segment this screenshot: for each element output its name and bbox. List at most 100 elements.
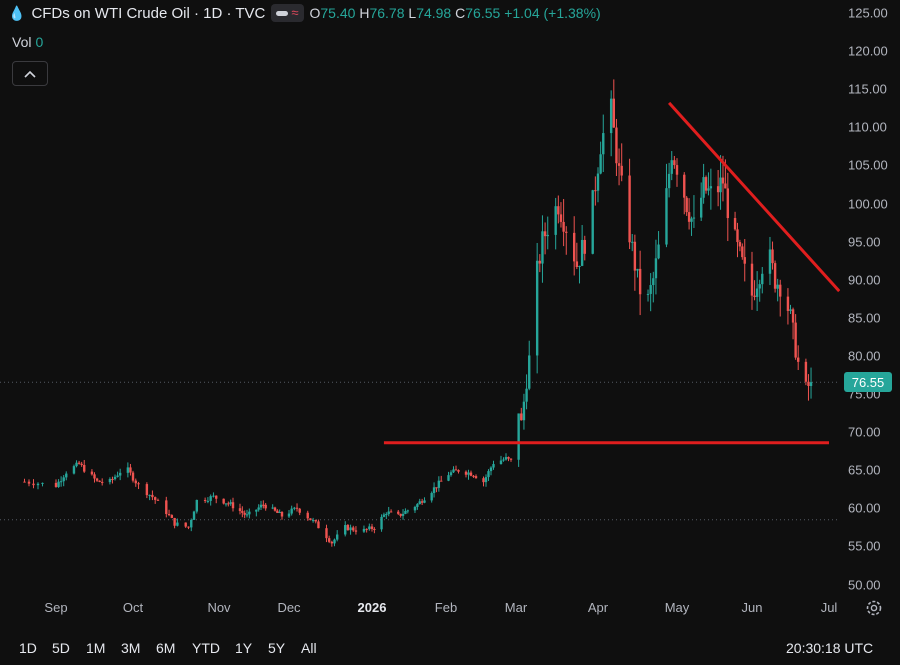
candle-body (176, 522, 179, 526)
time-tick-label: 2026 (357, 600, 387, 615)
candle-body (257, 507, 260, 510)
candle-body (344, 525, 347, 535)
candle-body (184, 522, 187, 527)
candle-body (474, 476, 478, 479)
price-tick-label: 110.00 (848, 119, 887, 135)
candle-body (776, 284, 779, 289)
resistance-trend-line (667, 101, 840, 293)
candle-body (314, 520, 317, 522)
candle-body (420, 501, 424, 503)
price-tick-label: 80.00 (848, 348, 881, 364)
candle-body (287, 513, 291, 517)
candle-body (636, 268, 639, 271)
candle-body (620, 165, 623, 176)
candle-body (32, 483, 35, 486)
candle-body (467, 472, 470, 475)
change-value: +1.04 (+1.38%) (504, 5, 601, 21)
chart-area[interactable] (0, 0, 840, 595)
market-closed-icon (276, 10, 289, 16)
candle-body (617, 163, 621, 166)
range-toolbar: 20:30:18 UTC 1D 5D 1M 3M 6M YTD 1Y 5Y All (0, 630, 900, 665)
candle-body (170, 515, 174, 518)
candle-body (259, 504, 263, 508)
candle-body (538, 260, 542, 264)
candle-body (95, 478, 99, 481)
time-tick-label: Sep (44, 600, 68, 615)
candle-body (646, 293, 650, 295)
candle-body (786, 296, 790, 311)
symbol-title[interactable]: CFDs on WTI Crude Oil · 1D · TVC (31, 4, 266, 22)
candle-body (148, 494, 151, 496)
candle-body (349, 527, 352, 531)
range-button-3m[interactable]: 3M (121, 640, 141, 656)
candle-body (484, 477, 488, 483)
candle-body (794, 322, 797, 358)
open-value: 75.40 (320, 5, 356, 21)
price-tick-label: 85.00 (848, 310, 881, 326)
candle-body (280, 512, 284, 517)
candle-body (472, 475, 475, 477)
current-price-label: 76.55 (844, 372, 892, 393)
candle-body (382, 514, 386, 517)
candle-body (482, 478, 485, 483)
candle-body (241, 511, 244, 513)
range-button-5y[interactable]: 5Y (268, 640, 286, 656)
range-button-1y[interactable]: 1Y (235, 640, 253, 656)
candle-body (736, 229, 739, 243)
candle-body (222, 498, 225, 504)
range-button-5d[interactable]: 5D (52, 640, 70, 656)
range-button-1d[interactable]: 1D (19, 640, 37, 656)
candle-body (370, 526, 374, 529)
range-button-all[interactable]: All (301, 640, 317, 656)
price-tick-label: 55.00 (848, 538, 881, 554)
candle-body (692, 217, 696, 219)
range-button-1m[interactable]: 1M (86, 640, 106, 656)
candle-body (77, 462, 81, 464)
candle-body (430, 493, 433, 501)
candle-body (449, 472, 453, 476)
candle-body (278, 512, 281, 514)
candle-body (609, 98, 613, 134)
candle-body (654, 258, 658, 279)
volume-label: Vol (12, 34, 32, 50)
candle-body (578, 265, 581, 268)
candle-body (687, 212, 691, 222)
candle-body (187, 526, 190, 528)
price-chart[interactable] (0, 0, 840, 595)
candle-body (190, 519, 193, 528)
candle-body (325, 528, 328, 539)
candle-body (116, 475, 119, 477)
candle-body (101, 481, 104, 483)
price-tick-label: 105.00 (848, 157, 888, 173)
candle-body (153, 497, 157, 500)
oil-drop-icon: 💧 (8, 4, 26, 21)
candle-body (151, 494, 154, 498)
utc-clock[interactable]: 20:30:18 UTC (786, 640, 874, 656)
candle-body (522, 401, 526, 421)
candle-body (404, 511, 407, 514)
time-tick-label: Mar (504, 600, 528, 615)
candle-body (387, 511, 390, 515)
gear-icon[interactable] (864, 598, 884, 618)
market-status-badge[interactable]: ≈ (271, 4, 304, 22)
range-button-6m[interactable]: 6M (156, 640, 176, 656)
candle-body (599, 154, 602, 174)
candle-body (215, 495, 218, 499)
candle-body (418, 501, 421, 505)
low-value: 74.98 (416, 5, 452, 21)
candle-body (273, 507, 277, 511)
price-tick-label: 100.00 (848, 196, 888, 211)
candle-body (628, 175, 631, 243)
candle-body (469, 472, 473, 476)
candle-body (685, 197, 688, 213)
collapse-legend-button[interactable] (12, 61, 48, 86)
candle-body (83, 464, 86, 472)
candle-body (195, 499, 199, 512)
candle-body (209, 496, 212, 501)
range-button-ytd[interactable]: YTD (192, 640, 220, 656)
price-axis[interactable]: 125.00 120.00 115.00 110.00 105.00 100.00 95.0… (840, 0, 900, 595)
candle-body (452, 469, 455, 473)
candle-body (546, 234, 549, 237)
candle-body (525, 388, 528, 402)
candle-body (509, 458, 513, 460)
